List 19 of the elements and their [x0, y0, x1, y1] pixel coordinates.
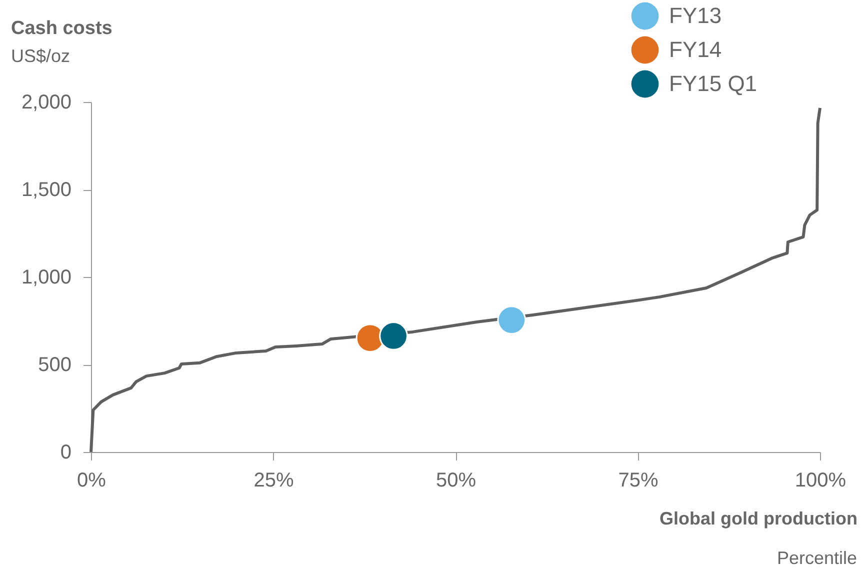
- point: [379, 322, 408, 350]
- chart-subtitle: US$/oz: [11, 46, 70, 67]
- text: Percentile: [776, 548, 857, 569]
- y-tick-label: 1,000: [21, 266, 72, 288]
- legend-label: FY13: [669, 3, 722, 28]
- x-tick-label: 100%: [794, 470, 846, 492]
- legend-label: FY15 Q1: [669, 71, 758, 96]
- y-tick-label: 1,500: [21, 179, 72, 201]
- chart-title: Cash costs: [11, 18, 112, 40]
- legend-label: FY14: [669, 37, 722, 62]
- y-tick-label: 500: [38, 354, 72, 376]
- y-tick-label: 2,000: [21, 92, 72, 114]
- x-tick-label: 75%: [618, 470, 658, 492]
- point: [497, 306, 526, 334]
- y-tick-label: 0: [60, 442, 72, 464]
- x-tick-label: 25%: [254, 470, 294, 492]
- x-tick-label: 50%: [436, 470, 476, 492]
- x-tick-label: 0%: [77, 470, 106, 492]
- x-axis-title: Global gold production: [660, 508, 858, 528]
